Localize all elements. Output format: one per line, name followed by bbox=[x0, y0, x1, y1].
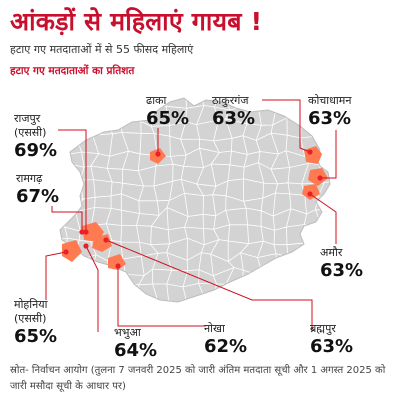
leader-line-mohania bbox=[45, 251, 67, 300]
callout-dhaka: ढाका 65% bbox=[146, 94, 189, 130]
callout-name: ठाकुरगंज bbox=[212, 94, 249, 107]
marker-amour bbox=[307, 191, 313, 197]
callout-name: मोहनिया bbox=[14, 298, 48, 311]
callout-value: 63% bbox=[310, 336, 354, 357]
marker-dhaka bbox=[155, 151, 161, 157]
callout-value: 63% bbox=[212, 108, 256, 129]
leader-line-bhabhua bbox=[85, 245, 99, 332]
callout-rajpur: राजपुर (एससी) 69% bbox=[14, 112, 57, 162]
callout-bhabhua: भभुआ 64% bbox=[114, 326, 157, 362]
highlight-nokha bbox=[108, 254, 126, 270]
callout-name: भभुआ bbox=[114, 326, 141, 339]
leader-line-brahmpur bbox=[105, 239, 313, 330]
highlight-mohania bbox=[62, 240, 82, 262]
marker-bhabhua bbox=[83, 243, 89, 249]
marker-brahmpur bbox=[103, 237, 109, 243]
bihar-outline bbox=[60, 98, 330, 302]
callout-name: नोखा bbox=[204, 322, 225, 335]
callout-value: 62% bbox=[204, 336, 248, 357]
callout-kochadhaman: कोचाधामन 63% bbox=[308, 94, 351, 130]
leader-line-rajpur bbox=[58, 129, 87, 232]
state-border bbox=[59, 97, 331, 303]
marker-nokha bbox=[115, 263, 121, 269]
callout-name-suffix: (एससी) bbox=[14, 312, 47, 325]
marker-kochadhaman bbox=[317, 175, 323, 181]
chart-title: हटाए गए मतदाताओं का प्रतिशत bbox=[10, 65, 135, 77]
callout-brahmpur: ब्रह्मपुर 63% bbox=[310, 322, 353, 358]
callout-thakurganj: ठाकुरगंज 63% bbox=[212, 94, 255, 130]
marker-ramgarh bbox=[79, 229, 85, 235]
callout-nokha: नोखा 62% bbox=[204, 322, 247, 358]
callout-name: ढाका bbox=[146, 94, 167, 107]
callout-value: 67% bbox=[16, 186, 60, 207]
source-note: स्रोत- निर्वाचन आयोग (तुलना 7 जनवरी 2025… bbox=[10, 365, 386, 392]
callout-name: रामगढ़ bbox=[16, 172, 43, 185]
callout-name: राजपुर bbox=[14, 112, 41, 125]
callout-value: 63% bbox=[308, 108, 352, 129]
callout-value: 65% bbox=[146, 108, 190, 129]
callout-value: 63% bbox=[320, 260, 364, 281]
callout-name: ब्रह्मपुर bbox=[310, 322, 336, 335]
marker-mohania bbox=[63, 249, 69, 255]
callout-name-suffix: (एससी) bbox=[14, 126, 47, 139]
callout-mohania: मोहनिया (एससी) 65% bbox=[14, 298, 57, 348]
callout-name: कोचाधामन bbox=[308, 94, 352, 107]
callout-amour: अमौर 63% bbox=[320, 246, 363, 282]
leader-line-ramgarh bbox=[51, 206, 83, 232]
marker-thakurganj bbox=[307, 149, 313, 155]
page-title: आंकड़ों से महिलाएं गायब ! bbox=[10, 7, 263, 36]
subtitle: हटाए गए मतदाताओं में से 55 फीसद महिलाएं bbox=[10, 43, 194, 56]
marker-rajpur bbox=[83, 229, 89, 235]
leader-line-nokha bbox=[117, 266, 206, 327]
leader-line-amour bbox=[309, 193, 337, 244]
callout-value: 64% bbox=[114, 340, 158, 361]
leader-line-kochadhaman bbox=[320, 130, 337, 179]
callout-name: अमौर bbox=[320, 246, 343, 259]
leader-line-thakurganj bbox=[262, 99, 311, 153]
callout-value: 65% bbox=[14, 326, 58, 347]
callout-ramgarh: रामगढ़ 67% bbox=[16, 172, 59, 208]
callout-value: 69% bbox=[14, 140, 58, 161]
